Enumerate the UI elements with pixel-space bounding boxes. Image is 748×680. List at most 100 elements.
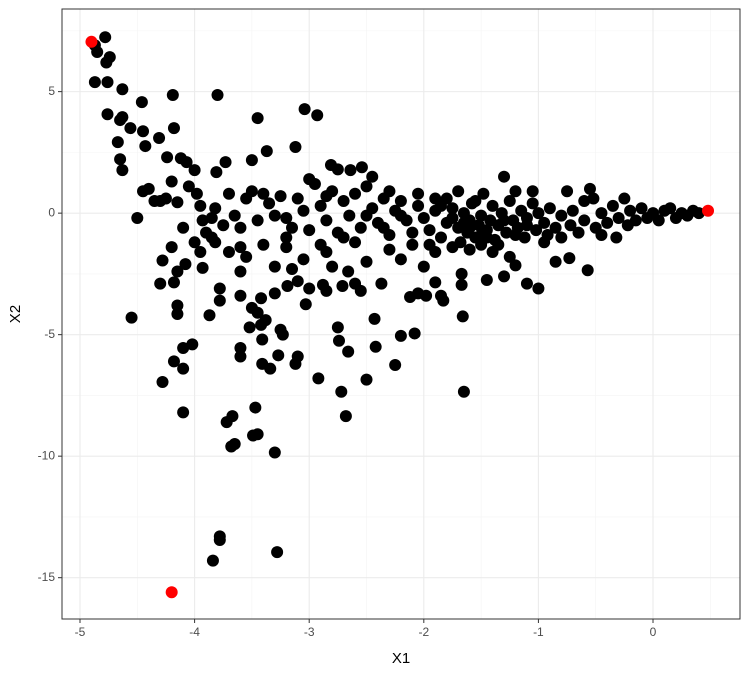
point [165,241,178,254]
point [291,192,304,205]
point [286,221,299,234]
point [606,199,619,212]
point [268,260,281,273]
point [360,180,373,193]
point [331,163,344,176]
point [311,109,324,122]
point [182,180,195,193]
point [303,224,316,237]
point [245,154,258,167]
point [188,164,201,177]
point [177,221,190,234]
point [190,187,203,200]
point [360,373,373,386]
point [209,202,222,215]
point [268,446,281,459]
point [692,207,705,220]
panel-border [61,8,741,620]
point [624,204,637,217]
point [165,586,178,599]
point [423,238,436,251]
point [526,197,539,210]
point [564,219,577,232]
point [210,166,223,179]
point [423,224,436,237]
point [203,309,216,322]
point [332,334,345,347]
point [342,265,355,278]
point [213,534,226,547]
point [211,89,224,102]
point [260,145,273,158]
point [337,231,350,244]
point [538,236,551,249]
point [549,221,562,234]
point [114,153,127,166]
point [226,410,239,423]
point [612,212,625,225]
point [297,204,310,217]
point [354,284,367,297]
point [281,280,294,293]
point [457,385,470,398]
point [475,229,488,242]
point [196,214,209,227]
point [503,250,516,263]
point [171,308,184,320]
point [272,349,285,362]
point [406,238,419,251]
point [268,209,281,222]
point [131,212,144,225]
point [222,187,235,200]
point [101,76,114,89]
point [457,216,470,229]
point [610,231,623,244]
point [520,219,533,232]
x-tick-label: -4 [189,625,200,639]
point [635,202,648,215]
point [167,276,180,289]
point [335,385,348,398]
point [500,226,513,239]
y-tick-label: -5 [44,327,55,341]
point [342,345,355,358]
point [154,277,167,290]
point [259,314,272,327]
point [116,83,129,96]
point [417,212,430,225]
point [383,243,396,256]
point [257,238,270,251]
point [116,164,129,177]
point [264,362,277,375]
point [538,216,551,229]
point [355,161,368,174]
point [446,202,459,215]
point [498,270,511,283]
point [167,355,180,368]
y-tick-label: -15 [38,570,56,584]
point [618,192,631,205]
point [234,265,247,278]
point [595,207,608,220]
point [532,207,545,220]
point [434,199,447,212]
point [165,175,178,188]
point [213,282,226,295]
point [354,221,367,234]
point [291,275,304,288]
point [171,196,184,209]
point [320,214,333,227]
point [446,212,459,225]
point [217,219,230,232]
point [274,190,287,203]
point [243,321,256,334]
point [578,194,591,207]
point [222,246,235,259]
point [188,236,201,249]
point [303,282,316,295]
point [406,226,419,239]
point [555,209,568,222]
point [257,187,270,200]
point [344,164,357,177]
x-tick-label: -2 [418,625,429,639]
